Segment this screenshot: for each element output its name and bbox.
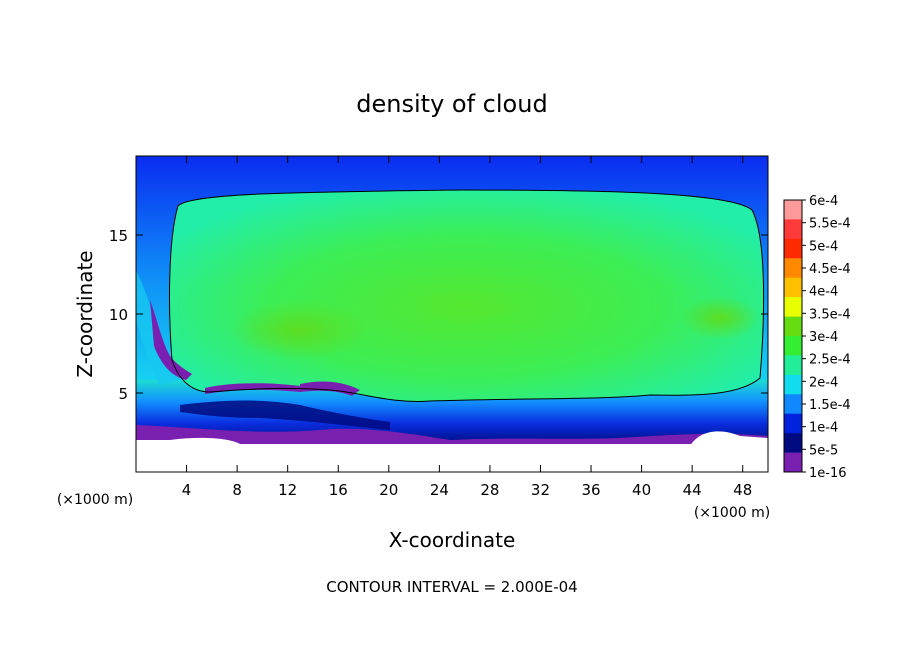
y-tick-label: 5	[118, 385, 128, 403]
colorbar: 6e-4 5.5e-4 5e-4 4.5e-4 4e-4 3.5e-4 3e-4 2.5e-4…	[783, 194, 851, 481]
core-spot	[680, 296, 760, 340]
colorbar-label: 1.5e-4	[809, 398, 851, 413]
colorbar-swatch	[784, 433, 802, 454]
colorbar-label: 1e-4	[809, 421, 838, 436]
y-tick-label: 10	[109, 306, 128, 324]
x-tick-label: 4	[182, 481, 192, 499]
cloud-free-base	[690, 431, 768, 446]
y-axis-title: Z-coordinate	[73, 250, 97, 377]
colorbar-swatch	[784, 238, 802, 259]
colorbar-swatch	[784, 200, 802, 220]
x-tick-label: 28	[480, 481, 499, 499]
colorbar-label: 5e-4	[809, 239, 838, 254]
cloud-free-base	[136, 444, 768, 472]
x-tick-label: 16	[329, 481, 348, 499]
colorbar-label: 4.5e-4	[809, 262, 851, 277]
x-unit-label-right: (×1000 m)	[694, 505, 770, 521]
colorbar-swatch	[784, 258, 802, 279]
purple-patch	[205, 383, 300, 394]
colorbar-label: 4e-4	[809, 285, 838, 300]
left-column	[136, 270, 180, 385]
colorbar-swatch	[784, 452, 802, 473]
colorbar-swatch	[784, 336, 802, 356]
colorbar-label: 1e-16	[809, 466, 847, 481]
y-axis: 5 10 15	[109, 227, 768, 403]
x-axis-title: X-coordinate	[389, 528, 516, 552]
x-tick-label: 32	[531, 481, 550, 499]
plot-area	[136, 156, 768, 472]
colorbar-swatch	[784, 219, 802, 240]
colorbar-swatch	[784, 355, 802, 376]
x-tick-label: 12	[278, 481, 297, 499]
x-axis: 4 8 12 16 20 24 28 32 36 40 44 48	[182, 156, 752, 499]
colorbar-label: 6e-4	[809, 194, 838, 209]
x-tick-label: 8	[232, 481, 242, 499]
contour-interval-note: CONTOUR INTERVAL = 2.000E-04	[326, 578, 577, 596]
contour-line	[169, 189, 765, 402]
x-tick-label: 40	[632, 481, 651, 499]
colorbar-label: 3.5e-4	[809, 307, 851, 322]
x-tick-label: 36	[581, 481, 600, 499]
purple-patch	[300, 381, 360, 396]
colorbar-swatch	[784, 316, 802, 337]
colorbar-label: 2.5e-4	[809, 353, 851, 368]
x-unit-label-left: (×1000 m)	[57, 492, 133, 508]
colorbar-label: 2e-4	[809, 375, 838, 390]
left-purple-edge	[150, 300, 192, 380]
colorbar-label: 3e-4	[809, 330, 838, 345]
colorbar-swatch	[784, 374, 802, 395]
colorbar-swatch	[784, 277, 802, 298]
x-tick-label: 48	[733, 481, 752, 499]
colorbar-label: 5e-5	[809, 443, 838, 458]
cloud-free-base	[136, 437, 240, 446]
cloud-core	[169, 190, 764, 402]
x-tick-label: 20	[379, 481, 398, 499]
x-tick-label: 24	[430, 481, 449, 499]
low-band-purple	[136, 425, 768, 446]
colorbar-swatch	[784, 394, 802, 415]
colorbar-swatch	[784, 413, 802, 434]
colorbar-swatch	[784, 297, 802, 318]
colorbar-label: 5.5e-4	[809, 217, 851, 232]
low-band-navy	[180, 400, 390, 430]
y-tick-label: 15	[109, 227, 128, 245]
x-tick-label: 44	[683, 481, 702, 499]
chart-title: density of cloud	[356, 90, 547, 118]
core-spot	[230, 300, 370, 360]
